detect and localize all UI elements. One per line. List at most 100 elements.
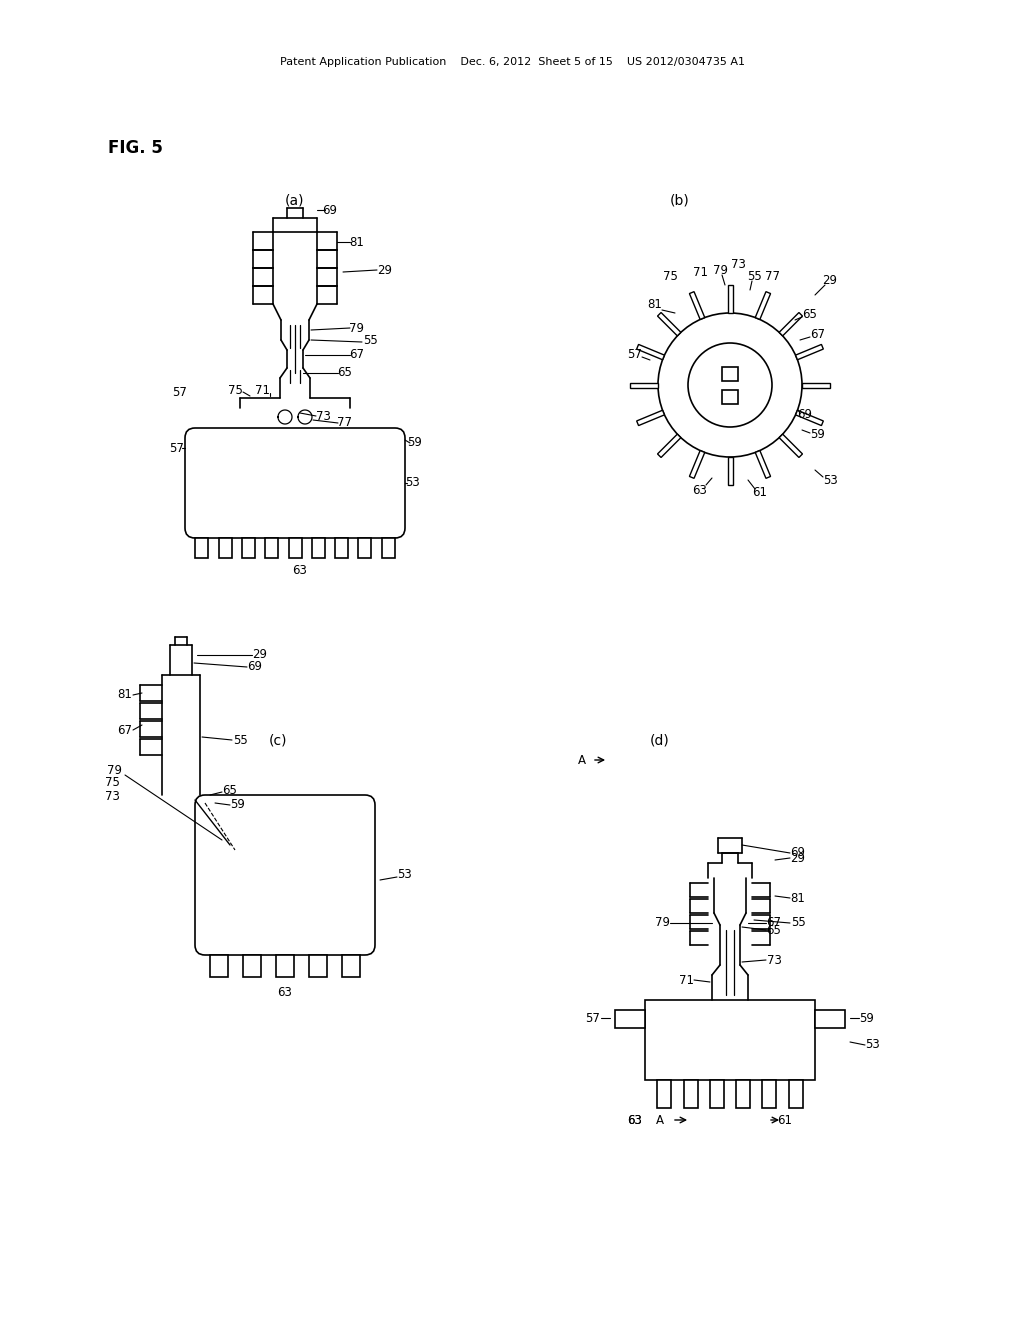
Text: 53: 53 (822, 474, 838, 487)
Polygon shape (727, 285, 732, 313)
Text: 73: 73 (730, 259, 745, 272)
Text: 79: 79 (654, 916, 670, 929)
Text: 65: 65 (767, 924, 781, 936)
Bar (243, 954, 261, 977)
Text: 61: 61 (753, 487, 768, 499)
Text: 69: 69 (791, 846, 806, 859)
Text: 59: 59 (408, 437, 423, 450)
Text: 59: 59 (811, 429, 825, 441)
Bar (815, 1010, 845, 1028)
Text: 53: 53 (865, 1039, 881, 1052)
Text: 29: 29 (822, 273, 838, 286)
Bar (722, 367, 738, 381)
Text: 57: 57 (586, 1011, 600, 1024)
Text: (a): (a) (286, 193, 305, 207)
Polygon shape (657, 434, 681, 458)
Polygon shape (779, 313, 803, 335)
Bar (289, 539, 301, 558)
Text: 81: 81 (118, 689, 132, 701)
Text: (d): (d) (650, 733, 670, 747)
Text: 63: 63 (278, 986, 293, 998)
Text: (c): (c) (268, 733, 288, 747)
Bar (265, 539, 279, 558)
Text: 73: 73 (104, 791, 120, 804)
Text: 65: 65 (222, 784, 238, 796)
Polygon shape (802, 383, 830, 388)
Polygon shape (657, 313, 681, 335)
Text: 77: 77 (338, 417, 352, 429)
Bar (722, 389, 738, 404)
Text: 81: 81 (647, 298, 663, 312)
Bar (382, 539, 394, 558)
Text: 73: 73 (315, 409, 331, 422)
Text: 77: 77 (765, 271, 779, 284)
Text: 67: 67 (767, 916, 781, 929)
Text: (b): (b) (670, 193, 690, 207)
Bar (615, 1010, 645, 1028)
Bar (309, 954, 327, 977)
Text: 63: 63 (628, 1114, 642, 1126)
Bar (788, 1080, 803, 1107)
Text: 75: 75 (663, 271, 678, 284)
Bar (684, 1080, 697, 1107)
Bar (645, 1001, 815, 1080)
Polygon shape (796, 345, 823, 360)
Text: 71: 71 (679, 974, 693, 986)
Bar (710, 1080, 724, 1107)
Text: 53: 53 (397, 869, 413, 882)
Text: 71: 71 (256, 384, 270, 396)
FancyBboxPatch shape (185, 428, 406, 539)
Bar (358, 539, 372, 558)
Bar (196, 539, 208, 558)
Text: 75: 75 (227, 384, 243, 396)
Text: 67: 67 (118, 723, 132, 737)
Text: 29: 29 (378, 264, 392, 276)
Bar (311, 539, 325, 558)
Text: 79: 79 (713, 264, 727, 276)
FancyBboxPatch shape (195, 795, 375, 954)
Text: 73: 73 (767, 953, 781, 966)
Text: 55: 55 (791, 916, 805, 929)
Polygon shape (637, 345, 665, 360)
Text: 81: 81 (791, 891, 806, 904)
Text: 67: 67 (811, 329, 825, 342)
Text: 69: 69 (248, 660, 262, 673)
Polygon shape (637, 411, 665, 425)
Text: 63: 63 (293, 564, 307, 577)
Polygon shape (689, 292, 705, 319)
Text: 55: 55 (748, 271, 763, 284)
Text: 65: 65 (803, 309, 817, 322)
Polygon shape (779, 434, 803, 458)
Text: 75: 75 (104, 776, 120, 789)
Bar (210, 954, 228, 977)
Text: 65: 65 (338, 367, 352, 380)
Bar (657, 1080, 672, 1107)
Polygon shape (727, 457, 732, 484)
Text: FIG. 5: FIG. 5 (108, 139, 163, 157)
Bar (242, 539, 255, 558)
Text: Patent Application Publication    Dec. 6, 2012  Sheet 5 of 15    US 2012/0304735: Patent Application Publication Dec. 6, 2… (280, 57, 744, 67)
Text: 57: 57 (170, 441, 184, 454)
Text: 79: 79 (349, 322, 365, 334)
Text: A: A (656, 1114, 664, 1126)
Text: 79: 79 (108, 763, 123, 776)
Text: 63: 63 (692, 483, 708, 496)
Text: 69: 69 (798, 408, 812, 421)
Text: 29: 29 (253, 648, 267, 661)
Text: 29: 29 (791, 851, 806, 865)
Circle shape (688, 343, 772, 426)
Polygon shape (756, 450, 771, 478)
Text: 53: 53 (406, 477, 421, 490)
Bar (335, 539, 348, 558)
Circle shape (658, 313, 802, 457)
Text: 63: 63 (628, 1114, 642, 1126)
Text: 71: 71 (692, 267, 708, 280)
Bar (218, 539, 231, 558)
Polygon shape (756, 292, 771, 319)
Bar (763, 1080, 776, 1107)
Bar (736, 1080, 751, 1107)
Polygon shape (796, 411, 823, 425)
Text: 57: 57 (628, 348, 642, 362)
Text: 59: 59 (859, 1011, 874, 1024)
Text: 57: 57 (173, 387, 187, 400)
